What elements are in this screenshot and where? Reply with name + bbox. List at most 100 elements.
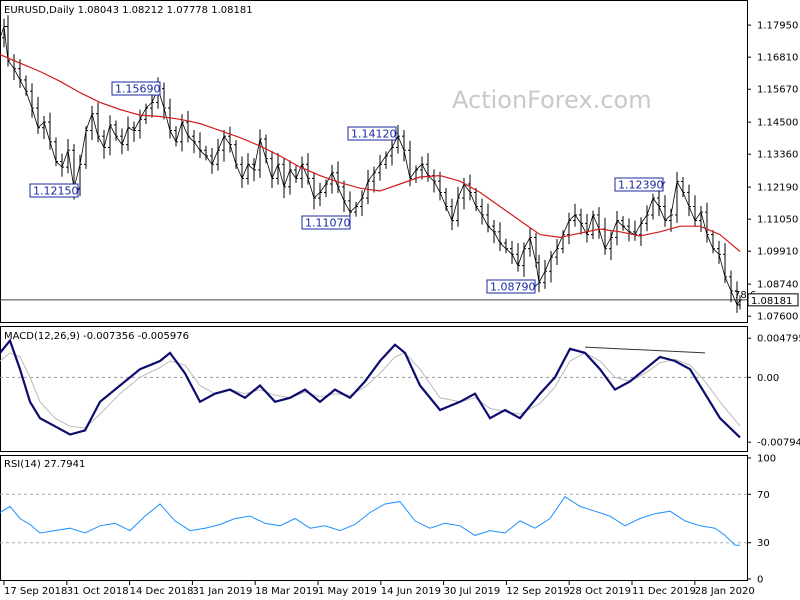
ohlc-bar: [132, 121, 136, 142]
ohlc-bar: [615, 211, 619, 246]
fib-label: 78.6: [734, 290, 756, 301]
macd-trendline: [584, 346, 706, 354]
x-tick-label: 14 Dec 2018: [130, 586, 194, 597]
ohlc-bar: [738, 295, 742, 310]
ohlc-bar: [240, 156, 244, 188]
ohlc-bar: [609, 231, 613, 260]
ohlc-bar: [456, 186, 460, 227]
price-callout: 1.15690: [111, 81, 161, 96]
ohlc-bar: [390, 139, 394, 166]
x-tick-label: 31 Oct 2018: [67, 586, 129, 597]
price-callout: 1.14120: [347, 126, 399, 141]
ohlc-bar: [198, 132, 202, 159]
ohlc-bar: [24, 75, 28, 96]
ohlc-bar: [555, 239, 559, 265]
ohlc-bar: [36, 96, 40, 134]
y-tick-label: 0.00: [757, 373, 779, 384]
axes: 1.17950 1.16810 1.15670 1.14500 1.13360 1.121…: [3, 21, 800, 597]
ohlc-bar: [645, 205, 649, 232]
x-tick-label: 30 Jul 2019: [444, 586, 501, 597]
current-price-tag: [747, 293, 799, 307]
ohlc-bar: [48, 112, 52, 150]
ohlc-bar: [300, 156, 304, 188]
ohlc-bar: [282, 158, 286, 199]
ohlc-bar: [258, 129, 262, 178]
price-callout: 1.08790: [486, 279, 540, 294]
ohlc-bar: [246, 153, 250, 185]
ohlc-bar: [516, 243, 520, 272]
rsi-header: RSI(14) 27.7941: [4, 459, 85, 470]
price-series: 1.15690 1.12150 1.11070 1.14120 1.08790 1.123…: [0, 15, 756, 313]
x-tick-label: 12 Sep 2019: [506, 586, 569, 597]
y-tick-label: 1.16810: [757, 53, 798, 64]
ohlc-bar: [633, 220, 637, 241]
ohlc-bar: [444, 187, 448, 211]
ohlc-bar: [498, 222, 502, 251]
y-tick-label: 1.14500: [757, 118, 798, 129]
macd-series: [0, 338, 747, 439]
rsi-panel: [0, 455, 748, 581]
ohlc-bar: [627, 218, 631, 242]
x-tick-label: 18 Mar 2019: [255, 586, 318, 597]
ohlc-bar: [510, 240, 514, 264]
ohlc-bar: [90, 105, 94, 141]
callout-label: 1.15690: [115, 83, 161, 96]
x-tick-label: 1 May 2019: [318, 586, 377, 597]
ohlc-bar: [420, 156, 424, 180]
y-tick-label: 1.17950: [757, 21, 798, 32]
rsi-series: [0, 493, 747, 546]
ohlc-bar: [126, 116, 130, 151]
callout-label: 1.11070: [305, 217, 351, 230]
price-callout: 1.11070: [301, 215, 351, 230]
ohlc-bar: [66, 139, 70, 174]
ohlc-bar: [60, 153, 64, 177]
current-price-label: 1.08181: [751, 296, 792, 307]
callout-label: 1.12150: [33, 185, 79, 198]
moving-average-line: [0, 54, 741, 252]
ohlc-bar: [687, 184, 691, 217]
x-tick-label: 28 Oct 2019: [569, 586, 631, 597]
y-tick-label: 1.13360: [757, 150, 798, 161]
ohlc-bar: [108, 115, 112, 156]
ohlc-bar: [312, 172, 316, 210]
y-tick-label: 1.09910: [757, 247, 798, 258]
ohlc-bar: [561, 230, 565, 254]
ohlc-bar: [138, 109, 142, 139]
price-header: EURUSD,Daily 1.08043 1.08212 1.07778 1.0…: [4, 5, 253, 16]
y-tick-label: 1.12190: [757, 183, 798, 194]
x-tick-label: 11 Dec 2019: [632, 586, 696, 597]
ohlc-bar: [216, 139, 220, 171]
ohlc-bar: [729, 270, 733, 303]
price-close-line: [0, 26, 741, 306]
ohlc-bar: [621, 216, 625, 231]
macd-line: [0, 338, 741, 439]
price-callout: 1.12150: [29, 183, 81, 198]
y-tick-label: 1.15670: [757, 85, 798, 96]
y-tick-label: 30: [757, 538, 770, 549]
callout-label: 1.08790: [490, 281, 536, 294]
y-tick-label: 0: [757, 575, 763, 586]
ohlc-bar: [288, 160, 292, 195]
ohlc-bar: [336, 161, 340, 193]
y-tick-label: 1.11050: [757, 215, 798, 226]
macd-header: MACD(12,26,9) -0.007356 -0.005976: [4, 331, 189, 342]
ohlc-bar: [522, 242, 526, 277]
ohlc-bar: [318, 182, 322, 206]
ohlc-bar: [222, 130, 226, 162]
ohlc-bar: [366, 169, 370, 205]
ohlc-bar: [693, 195, 697, 227]
y-tick-label: 1.07600: [757, 312, 798, 323]
ohlc-bar: [567, 212, 571, 245]
y-tick-label: 100: [757, 454, 776, 465]
ohlc-bar: [681, 176, 685, 197]
ohlc-bar: [504, 238, 508, 254]
x-tick-label: 31 Jan 2019: [192, 586, 252, 597]
ohlc-bar: [2, 18, 6, 48]
callout-label: 1.14120: [351, 128, 397, 141]
ohlc-bar: [342, 180, 346, 213]
x-tick-label: 14 Jun 2019: [381, 586, 441, 597]
ohlc-bar: [378, 154, 382, 181]
ohlc-bar: [675, 171, 679, 223]
x-tick-label: 28 Jan 2020: [695, 586, 755, 597]
